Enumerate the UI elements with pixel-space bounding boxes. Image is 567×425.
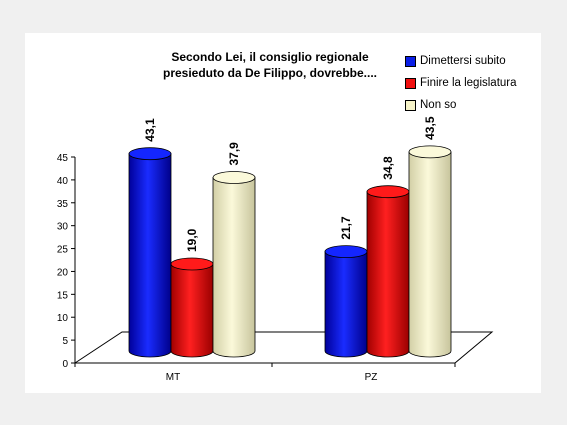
data-label: 43,1 xyxy=(143,118,157,142)
data-label: 21,7 xyxy=(339,216,353,240)
bar xyxy=(408,151,452,358)
y-tick-label: 15 xyxy=(57,290,69,301)
bar-top xyxy=(128,147,172,161)
bar-top xyxy=(366,185,410,199)
bar xyxy=(128,153,172,358)
y-tick-label: 20 xyxy=(57,267,69,278)
data-label: 37,9 xyxy=(227,142,241,166)
y-tick-label: 45 xyxy=(57,153,69,164)
bar-top xyxy=(324,245,368,259)
bar xyxy=(212,177,256,358)
x-tick-label: MT xyxy=(166,372,180,383)
legend-item: Dimettersi subito xyxy=(405,50,517,72)
chart-title-line-1: Secondo Lei, il consiglio regionale xyxy=(171,50,369,64)
x-tick-label: PZ xyxy=(365,372,378,383)
y-tick-label: 10 xyxy=(57,313,69,324)
legend-item: Non so xyxy=(405,94,517,116)
legend-label: Non so xyxy=(420,99,457,111)
bar xyxy=(170,263,214,358)
legend-swatch xyxy=(405,99,416,111)
bar-top xyxy=(212,171,256,184)
chart-title-line-2: presieduto da De Filippo, dovrebbe.... xyxy=(162,66,378,80)
legend-label: Dimettersi subito xyxy=(420,55,506,67)
data-label: 34,8 xyxy=(381,156,395,180)
chart-title: Secondo Lei, il consiglio regionale pres… xyxy=(150,49,390,81)
data-label: 19,0 xyxy=(185,228,199,252)
y-tick-label: 35 xyxy=(57,199,69,210)
y-tick-label: 25 xyxy=(57,245,69,256)
y-tick-label: 0 xyxy=(62,359,68,370)
bar-top xyxy=(408,145,452,159)
chart-frame: Secondo Lei, il consiglio regionale pres… xyxy=(25,33,541,393)
legend-swatch xyxy=(405,77,416,89)
bar-chart: 0 5 10 15 20 25 30 35 40 45 MT PZ 43,1 19,0 37,9 21,7 34… xyxy=(57,116,494,383)
legend-label: Finire la legislatura xyxy=(420,77,517,89)
y-tick-label: 40 xyxy=(57,176,69,187)
bar-top xyxy=(170,257,214,271)
bar xyxy=(366,191,410,358)
data-label: 43,5 xyxy=(423,116,437,140)
chart-legend: Dimettersi subito Finire la legislatura … xyxy=(405,50,517,116)
y-tick-label: 5 xyxy=(62,336,68,347)
legend-item: Finire la legislatura xyxy=(405,72,517,94)
bar xyxy=(324,251,368,358)
y-tick-label: 30 xyxy=(57,222,69,233)
legend-swatch xyxy=(405,55,416,67)
